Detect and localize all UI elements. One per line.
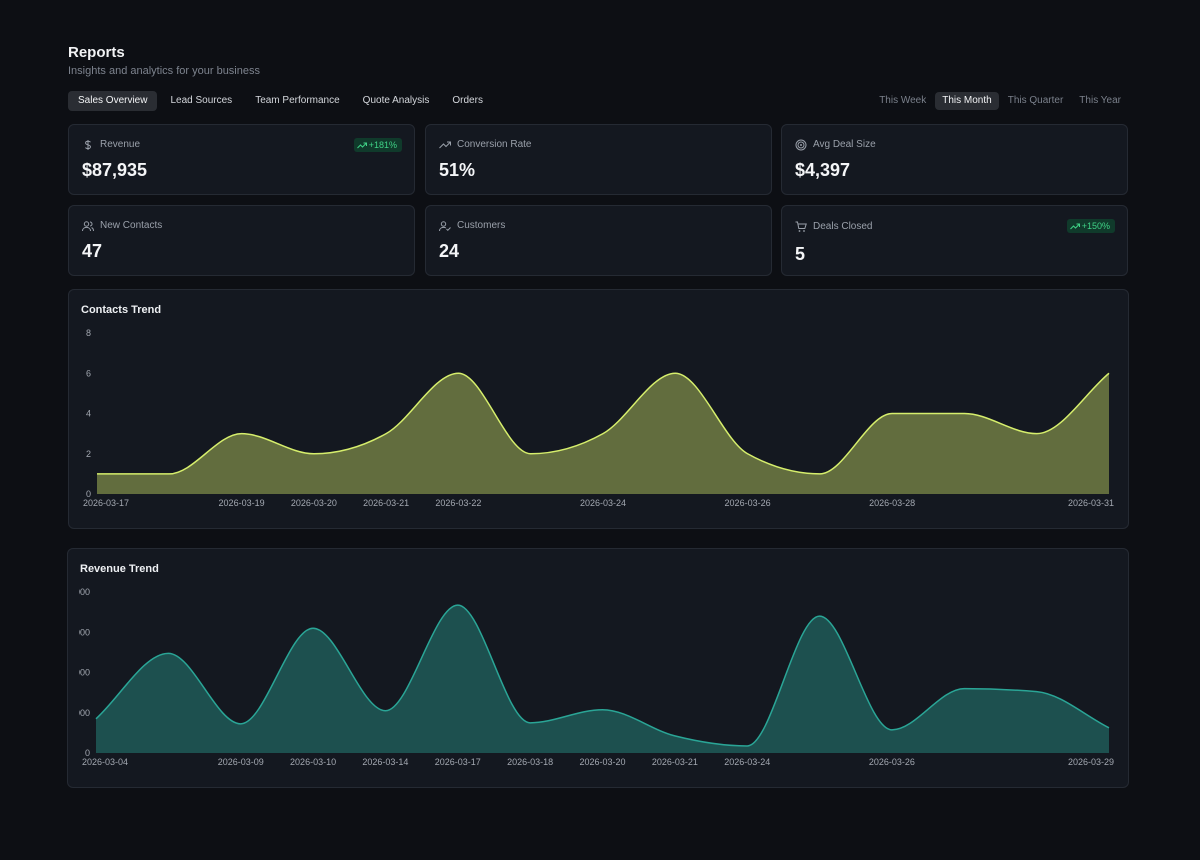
y-tick-label: 8 — [86, 328, 91, 338]
x-tick-label: 2026-03-28 — [869, 498, 915, 508]
chart: 04000800012000160002026-03-042026-03-092… — [68, 549, 1128, 787]
x-tick-label: 2026-03-19 — [219, 498, 265, 508]
stat-badge: +150% — [1067, 219, 1115, 233]
page-subtitle: Insights and analytics for your business — [68, 65, 260, 77]
badge-text: +150% — [1082, 221, 1110, 231]
page-title: Reports — [68, 44, 125, 61]
x-tick-label: 2026-03-20 — [579, 757, 625, 767]
stat-card: Deals Closed 5 +150% — [781, 205, 1128, 276]
x-tick-label: 2026-03-17 — [83, 498, 129, 508]
icon — [1070, 223, 1080, 230]
period-option[interactable]: This Week — [872, 92, 933, 110]
icon — [439, 220, 451, 232]
stat-label: New Contacts — [100, 220, 162, 231]
x-tick-label: 2026-03-22 — [435, 498, 481, 508]
stat-label: Avg Deal Size — [813, 139, 876, 150]
stat-card: Conversion Rate 51% — [425, 124, 772, 195]
period-selector: This Week This Month This Quarter This Y… — [872, 92, 1128, 110]
period-option[interactable]: This Year — [1072, 92, 1128, 110]
x-tick-label: 2026-03-24 — [724, 757, 770, 767]
stat-badge: +181% — [354, 138, 402, 152]
x-tick-label: 2026-03-04 — [82, 757, 128, 767]
x-tick-label: 2026-03-29 — [1068, 757, 1114, 767]
y-tick-label: 2 — [86, 449, 91, 459]
icon — [795, 139, 807, 151]
tab[interactable]: Sales Overview — [68, 91, 157, 111]
x-tick-label: 2026-03-24 — [580, 498, 626, 508]
y-axis: 02468 — [86, 328, 91, 499]
icon — [82, 139, 94, 151]
x-tick-label: 2026-03-31 — [1068, 498, 1114, 508]
x-tick-label: 2026-03-21 — [363, 498, 409, 508]
period-option[interactable]: This Quarter — [1001, 92, 1071, 110]
icon — [82, 220, 94, 232]
icon — [357, 142, 367, 149]
x-tick-label: 2026-03-14 — [362, 757, 408, 767]
x-tick-label: 2026-03-17 — [435, 757, 481, 767]
x-tick-label: 2026-03-18 — [507, 757, 553, 767]
stat-label: Customers — [457, 220, 505, 231]
stat-value: 24 — [439, 241, 459, 262]
period-option[interactable]: This Month — [935, 92, 998, 110]
report-tabs: Sales Overview Lead Sources Team Perform… — [68, 91, 493, 111]
stat-card: Revenue $87,935 +181% — [68, 124, 415, 195]
x-tick-label: 2026-03-09 — [218, 757, 264, 767]
x-tick-label: 2026-03-26 — [725, 498, 771, 508]
stat-card: Avg Deal Size $4,397 — [781, 124, 1128, 195]
badge-text: +181% — [369, 140, 397, 150]
stat-label: Revenue — [100, 139, 140, 150]
tab[interactable]: Lead Sources — [160, 91, 242, 111]
stat-value: 5 — [795, 244, 805, 265]
tab[interactable]: Team Performance — [245, 91, 349, 111]
tab[interactable]: Orders — [442, 91, 493, 111]
x-tick-label: 2026-03-10 — [290, 757, 336, 767]
chart-card: Revenue Trend 04000800012000160002026-03… — [67, 548, 1129, 788]
stat-label: Conversion Rate — [457, 139, 531, 150]
tab[interactable]: Quote Analysis — [353, 91, 440, 111]
y-tick-label: 6 — [86, 368, 91, 378]
icon — [439, 139, 451, 151]
stat-value: $87,935 — [82, 160, 147, 181]
y-axis: 0400080001200016000 — [68, 587, 90, 758]
x-tick-label: 2026-03-21 — [652, 757, 698, 767]
stat-card: New Contacts 47 — [68, 205, 415, 276]
chart: 024682026-03-172026-03-192026-03-202026-… — [69, 290, 1128, 528]
stat-value: 47 — [82, 241, 102, 262]
y-tick-label: 16000 — [68, 587, 90, 597]
icon — [795, 221, 807, 233]
x-tick-label: 2026-03-26 — [869, 757, 915, 767]
x-tick-label: 2026-03-20 — [291, 498, 337, 508]
y-tick-label: 4 — [86, 409, 91, 419]
stat-card: Customers 24 — [425, 205, 772, 276]
chart-card: Contacts Trend 024682026-03-172026-03-19… — [68, 289, 1129, 529]
stat-label: Deals Closed — [813, 221, 872, 232]
y-tick-label: 8000 — [70, 668, 90, 678]
area — [96, 605, 1109, 753]
stat-value: 51% — [439, 160, 475, 181]
y-tick-label: 12000 — [68, 627, 90, 637]
y-tick-label: 4000 — [70, 708, 90, 718]
stat-value: $4,397 — [795, 160, 850, 181]
